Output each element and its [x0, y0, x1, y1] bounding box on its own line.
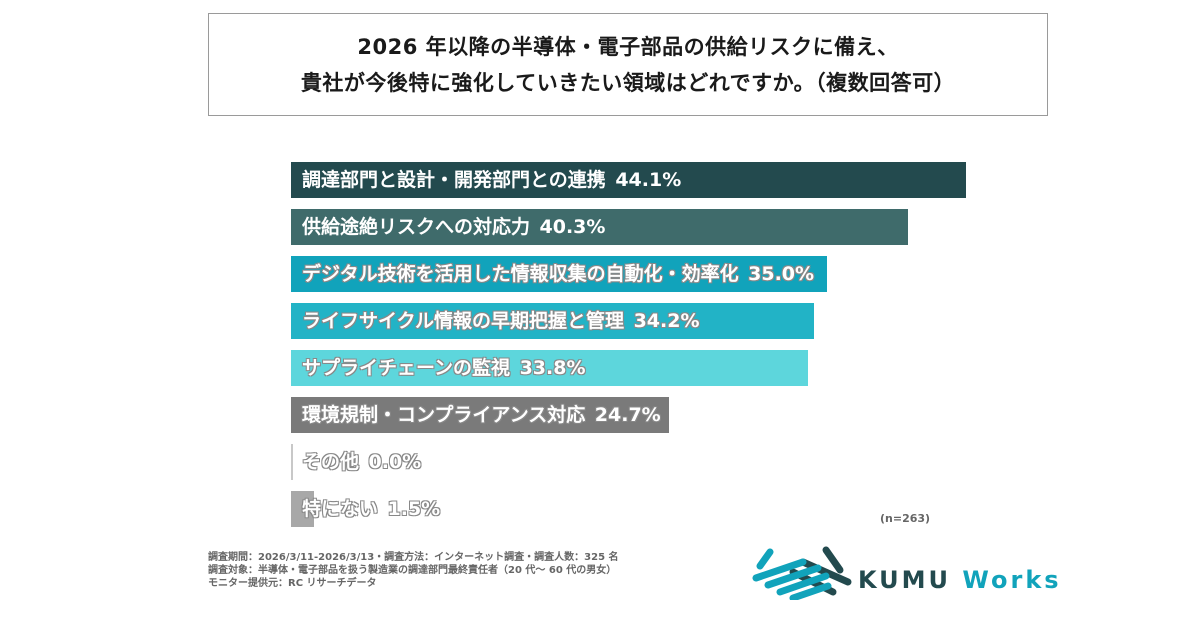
- logo-word-kumu: KUMU: [858, 566, 952, 594]
- survey-notes: 調査期間：2026/3/11-2026/3/13・調査方法：インターネット調査・…: [208, 551, 619, 590]
- title-line-2: 貴社が今後特に強化していきたい領域はどれですか。（複数回答可）: [300, 70, 956, 95]
- value-label: 35.0%: [748, 263, 815, 285]
- category-label: デジタル技術を活用した情報収集の自動化・効率化: [302, 263, 739, 285]
- bar-label: ライフサイクル情報の早期把握と管理 34.2%: [302, 303, 699, 339]
- value-label: 44.1%: [615, 169, 682, 191]
- chart-title: 2026 年以降の半導体・電子部品の供給リスクに備え、 貴社が今後特に強化してい…: [208, 13, 1048, 116]
- category-label: 調達部門と設計・開発部門との連携: [302, 169, 606, 191]
- bar: [291, 491, 314, 527]
- note-provider: モニター提供元：RC リサーチデータ: [208, 578, 377, 589]
- category-label: その他: [302, 451, 360, 473]
- logo-word-works: Works: [962, 566, 1062, 594]
- bar-label: サプライチェーンの監視 33.8%: [302, 350, 585, 386]
- category-label: 環境規制・コンプライアンス対応: [302, 404, 586, 426]
- category-label: ライフサイクル情報の早期把握と管理: [302, 310, 625, 332]
- sample-size-label: (n=263): [880, 512, 931, 525]
- note-target: 調査対象：半導体・電子部品を扱う製造業の調達部門最終責任者（20 代～ 60 代…: [208, 565, 617, 576]
- bar-label: 特にない 1.5%: [302, 491, 440, 527]
- value-label: 1.5%: [387, 498, 441, 520]
- bar-label: デジタル技術を活用した情報収集の自動化・効率化 35.0%: [302, 256, 814, 292]
- bar-label: その他 0.0%: [302, 444, 421, 480]
- kumu-logo-mark-icon: [752, 546, 852, 600]
- kumu-works-logo-text: KUMU Works: [858, 566, 1062, 594]
- bar: [291, 444, 293, 480]
- category-label: 供給途絶リスクへの対応力: [302, 216, 531, 238]
- title-line-1: 2026 年以降の半導体・電子部品の供給リスクに備え、: [357, 34, 899, 59]
- value-label: 0.0%: [368, 451, 422, 473]
- bar: [291, 256, 827, 292]
- value-label: 33.8%: [519, 357, 586, 379]
- bar-label: 環境規制・コンプライアンス対応 24.7%: [302, 397, 661, 433]
- value-label: 24.7%: [594, 404, 661, 426]
- bar: [291, 397, 670, 433]
- bar: [291, 303, 815, 339]
- bar: [291, 350, 809, 386]
- value-label: 34.2%: [633, 310, 700, 332]
- bar: [291, 209, 908, 245]
- value-label: 40.3%: [539, 216, 606, 238]
- category-label: サプライチェーンの監視: [302, 357, 511, 379]
- bar-label: 調達部門と設計・開発部門との連携 44.1%: [302, 162, 681, 198]
- bar-label: 供給途絶リスクへの対応力 40.3%: [302, 209, 605, 245]
- bar: [291, 162, 966, 198]
- note-period: 調査期間：2026/3/11-2026/3/13・調査方法：インターネット調査・…: [208, 552, 619, 563]
- category-label: 特にない: [302, 498, 379, 520]
